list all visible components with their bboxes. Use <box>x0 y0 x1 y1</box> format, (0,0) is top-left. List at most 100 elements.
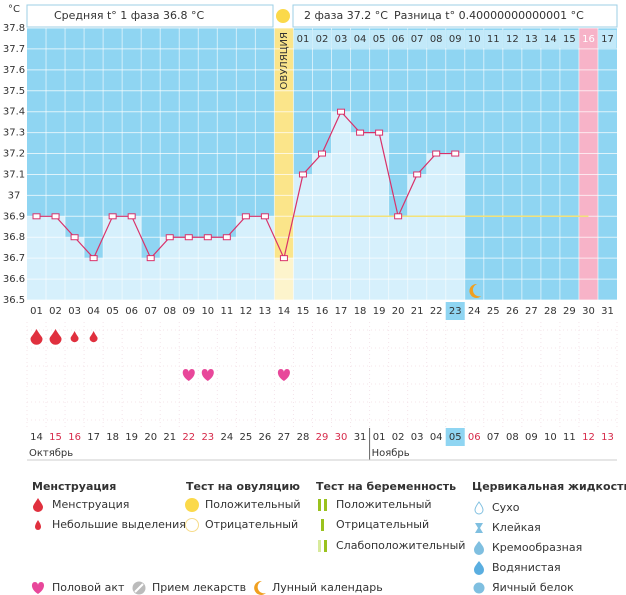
legend-item: Половой акт <box>52 581 125 594</box>
legend-item: Положительный <box>336 498 432 511</box>
menstruation <box>89 331 98 343</box>
bar <box>179 237 199 300</box>
x-tick-label: 22 <box>430 306 443 317</box>
point <box>127 213 136 220</box>
point <box>279 255 288 262</box>
x-tick-label: 23 <box>449 306 462 317</box>
x-tick-label: 09 <box>182 306 195 317</box>
legend-title: Менструация <box>32 480 116 493</box>
point <box>89 255 98 262</box>
intercourse <box>201 369 214 381</box>
y-tick-label: 36.5 <box>3 295 25 306</box>
y-tick-label: 36.8 <box>3 232 25 243</box>
phase2-day: 03 <box>335 34 348 45</box>
legend-title: Тест на беременность <box>316 480 456 493</box>
bar <box>445 153 465 300</box>
bar <box>160 237 180 300</box>
y-tick-label: 36.7 <box>3 253 25 264</box>
x-tick-label: 02 <box>49 306 62 317</box>
y-tick-label: 37.2 <box>3 149 25 160</box>
today-cell <box>445 302 465 320</box>
date-label: 04 <box>430 432 443 443</box>
x-tick-label: 12 <box>240 306 253 317</box>
phase2-cell <box>522 30 541 48</box>
x-tick-label: 24 <box>468 306 481 317</box>
date-label: 10 <box>544 432 557 443</box>
date-label: 07 <box>487 432 500 443</box>
point <box>356 129 365 136</box>
date-label: 18 <box>106 432 119 443</box>
highlight-column <box>578 28 598 300</box>
bar <box>331 111 351 300</box>
phase2-day: 04 <box>354 34 367 45</box>
x-tick-label: 03 <box>68 306 81 317</box>
menstruation <box>70 331 79 343</box>
x-tick-label: 14 <box>278 306 291 317</box>
phase2-cell <box>503 30 522 48</box>
bar <box>312 153 332 300</box>
phase2-cell <box>484 30 503 48</box>
phase2-day: 14 <box>544 34 557 45</box>
legend-title: Цервикальная жидкость <box>472 480 626 493</box>
icon <box>474 561 484 575</box>
x-tick-label: 29 <box>563 306 576 317</box>
date-label: 09 <box>525 432 538 443</box>
x-tick-label: 21 <box>411 306 424 317</box>
point <box>241 213 250 220</box>
date-label: 08 <box>506 432 519 443</box>
bar <box>217 237 237 300</box>
phase2-cell <box>598 30 617 48</box>
date-label: 06 <box>468 432 481 443</box>
phase2-cell <box>427 30 446 48</box>
x-tick-label: 27 <box>525 306 538 317</box>
point <box>70 234 79 241</box>
date-label: 13 <box>601 432 614 443</box>
point <box>165 234 174 241</box>
legend-item: Небольшие выделения <box>52 518 186 531</box>
date-label: 29 <box>316 432 329 443</box>
legend-title: Тест на овуляцию <box>186 480 300 493</box>
x-tick-label: 13 <box>259 306 272 317</box>
legend-item: Яичный белок <box>492 581 574 594</box>
date-label: 16 <box>68 432 81 443</box>
date-label: 25 <box>240 432 253 443</box>
icon <box>324 499 327 511</box>
phase2-day: 10 <box>468 34 481 45</box>
phase2-cell <box>408 30 427 48</box>
phase2-cell <box>351 30 370 48</box>
point <box>298 171 307 178</box>
icon <box>185 498 199 512</box>
date-label: 26 <box>259 432 272 443</box>
icon <box>254 580 266 595</box>
legend-item: Кремообразная <box>492 541 582 554</box>
bar <box>65 237 85 300</box>
x-tick-label: 17 <box>335 306 348 317</box>
y-tick-label: 36.9 <box>3 211 25 222</box>
x-tick-label: 05 <box>106 306 119 317</box>
x-tick-label: 15 <box>297 306 310 317</box>
difference-text: Разница t° 0.40000000000001 °C <box>394 9 584 22</box>
date-label: 24 <box>220 432 233 443</box>
y-tick-label: 36.6 <box>3 274 25 285</box>
x-tick-label: 19 <box>373 306 386 317</box>
y-tick-label: 37.4 <box>3 107 25 118</box>
date-label: 19 <box>125 432 138 443</box>
month-label: Октябрь <box>29 448 73 459</box>
point <box>375 129 384 136</box>
date-label: 17 <box>87 432 100 443</box>
date-label: 02 <box>392 432 405 443</box>
y-tick-label: 37.1 <box>3 169 25 180</box>
date-label: 30 <box>335 432 348 443</box>
phase2-day: 15 <box>563 34 576 45</box>
x-tick-label: 18 <box>354 306 367 317</box>
icon <box>475 523 483 533</box>
moon <box>469 283 482 298</box>
icon <box>321 519 324 531</box>
date-label: 31 <box>354 432 367 443</box>
date-label: 03 <box>411 432 424 443</box>
legend-item: Положительный <box>205 498 301 511</box>
legend-item: Менструация <box>52 498 129 511</box>
point <box>260 213 269 220</box>
icon <box>31 582 45 594</box>
x-tick-label: 01 <box>30 306 43 317</box>
